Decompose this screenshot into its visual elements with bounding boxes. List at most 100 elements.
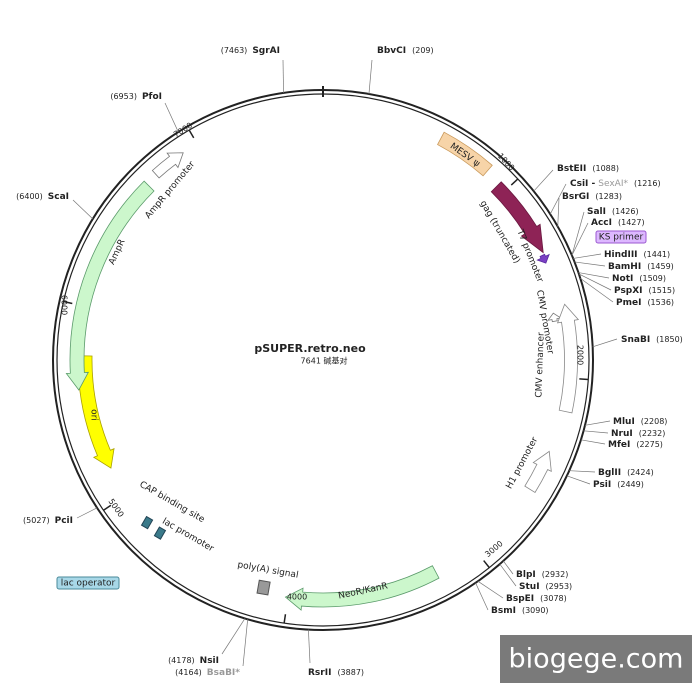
coordinate-label: 6000 [60,295,69,315]
site-label: CsiI - SexAI* (1216) [570,179,661,189]
site-leader [578,273,612,291]
site-leader [569,470,596,473]
coordinate-tick [283,614,287,624]
site-position: (1088) [592,164,619,173]
site-label: AccI (1427) [591,218,645,228]
site-label: BspEI (3078) [506,594,567,604]
site-position: (1283) [595,192,622,201]
site-name: NotI [612,274,633,284]
site-leader [475,582,489,611]
site-name: BsmI [491,606,516,616]
site-label: (7463) SgrAI [221,46,280,56]
site-label: BsmI (3090) [491,606,549,616]
site-position: (4164) [175,668,202,677]
site-label: SalI (1426) [587,207,639,217]
site-name: BstEII [557,164,586,174]
site-leader [574,261,606,267]
site-label: PspXI (1515) [614,286,675,296]
site-label: MfeI (2275) [608,440,663,450]
site-label: NotI (1509) [612,274,666,284]
site-position: (2232) [639,429,666,438]
site-name: PciI [55,516,73,526]
site-label: BsrGI (1283) [562,192,622,202]
site-position: (3887) [337,668,364,677]
site-label: (6400) ScaI [16,192,69,202]
site-label: BglII (2424) [598,468,654,478]
site-label: (6953) PfoI [110,92,162,102]
site-name: SnaBI [621,335,650,345]
site-leader [164,102,179,133]
site-leader [583,430,609,434]
ori-arrow [77,355,115,469]
coordinate-tick [579,378,589,381]
coordinate-label: 4000 [287,593,307,602]
site-leader [592,338,618,348]
site-position: (1216) [634,179,661,188]
feature-label: lac operator [61,579,116,589]
site-name: ScaI [48,192,69,202]
site-label: (4178) NsiI [168,656,219,666]
site-name: StuI [519,582,540,592]
polya-box [256,579,271,596]
site-leader [566,475,591,485]
site-leader [76,507,98,519]
site-name: AccI [591,218,612,228]
gag-arrow [490,181,544,254]
site-name: NruI [611,429,633,439]
site-label: PmeI (1536) [616,298,674,308]
site-name: PmeI [616,298,641,308]
site-name: BlpI [516,570,536,580]
site-label: BlpI (2932) [516,570,568,580]
site-position: (6400) [16,192,43,201]
site-position: (209) [412,46,434,55]
site-label: (5027) PciI [23,516,73,526]
site-name: MfeI [608,440,630,450]
site-name: SalI [587,207,606,217]
site-label: RsrII (3887) [308,668,364,678]
site-leader [549,183,567,215]
site-label: PsiI (2449) [593,480,644,490]
ampr-promoter-arrow [151,152,184,179]
site-position: (1509) [639,274,666,283]
coordinate-tick [188,129,195,139]
site-position: (2208) [641,417,668,426]
site-label: MluI (2208) [613,417,667,427]
site-leader [584,420,611,426]
plasmid-length: 7641 碱基对 [301,356,348,366]
site-position: (1441) [644,250,671,259]
site-name: BamHI [608,262,641,272]
site-leader [242,619,249,667]
site-leader [72,199,94,220]
site-position: (1515) [649,286,676,295]
mesv-box [437,131,493,177]
site-label: SnaBI (1850) [621,335,683,345]
site-name: PfoI [142,92,162,102]
plasmid-name: pSUPER.retro.neo [254,342,366,355]
site-leader [308,629,311,664]
site-leader [503,560,514,575]
h1-arrow [524,450,552,494]
site-position: (1536) [647,298,674,307]
site-label: (4164) BsaBI* [175,668,240,678]
site-name: CsiI - [570,179,596,189]
feature-label: KS primer [599,233,644,243]
feature-box [595,230,647,244]
cmv-arrow [556,303,580,414]
site-position: (2932) [542,570,569,579]
site-leader [580,278,614,303]
site-name: BsrGI [562,192,589,202]
site-leader [578,272,610,279]
feature-label: ori [89,409,99,421]
site-name: PspXI [614,286,643,296]
site-name: SgrAI [252,46,280,56]
site-leader [499,563,517,587]
feature-label: CMV enhancer [534,332,546,398]
site-position: (4178) [168,656,195,665]
site-leader [221,618,246,655]
site-position: (2424) [627,468,654,477]
site-name: PsiI [593,480,611,490]
coordinate-tick [63,300,73,305]
ampr-arrow [65,180,155,391]
site-leader [571,211,585,256]
site-label: HindIII (1441) [604,250,670,260]
